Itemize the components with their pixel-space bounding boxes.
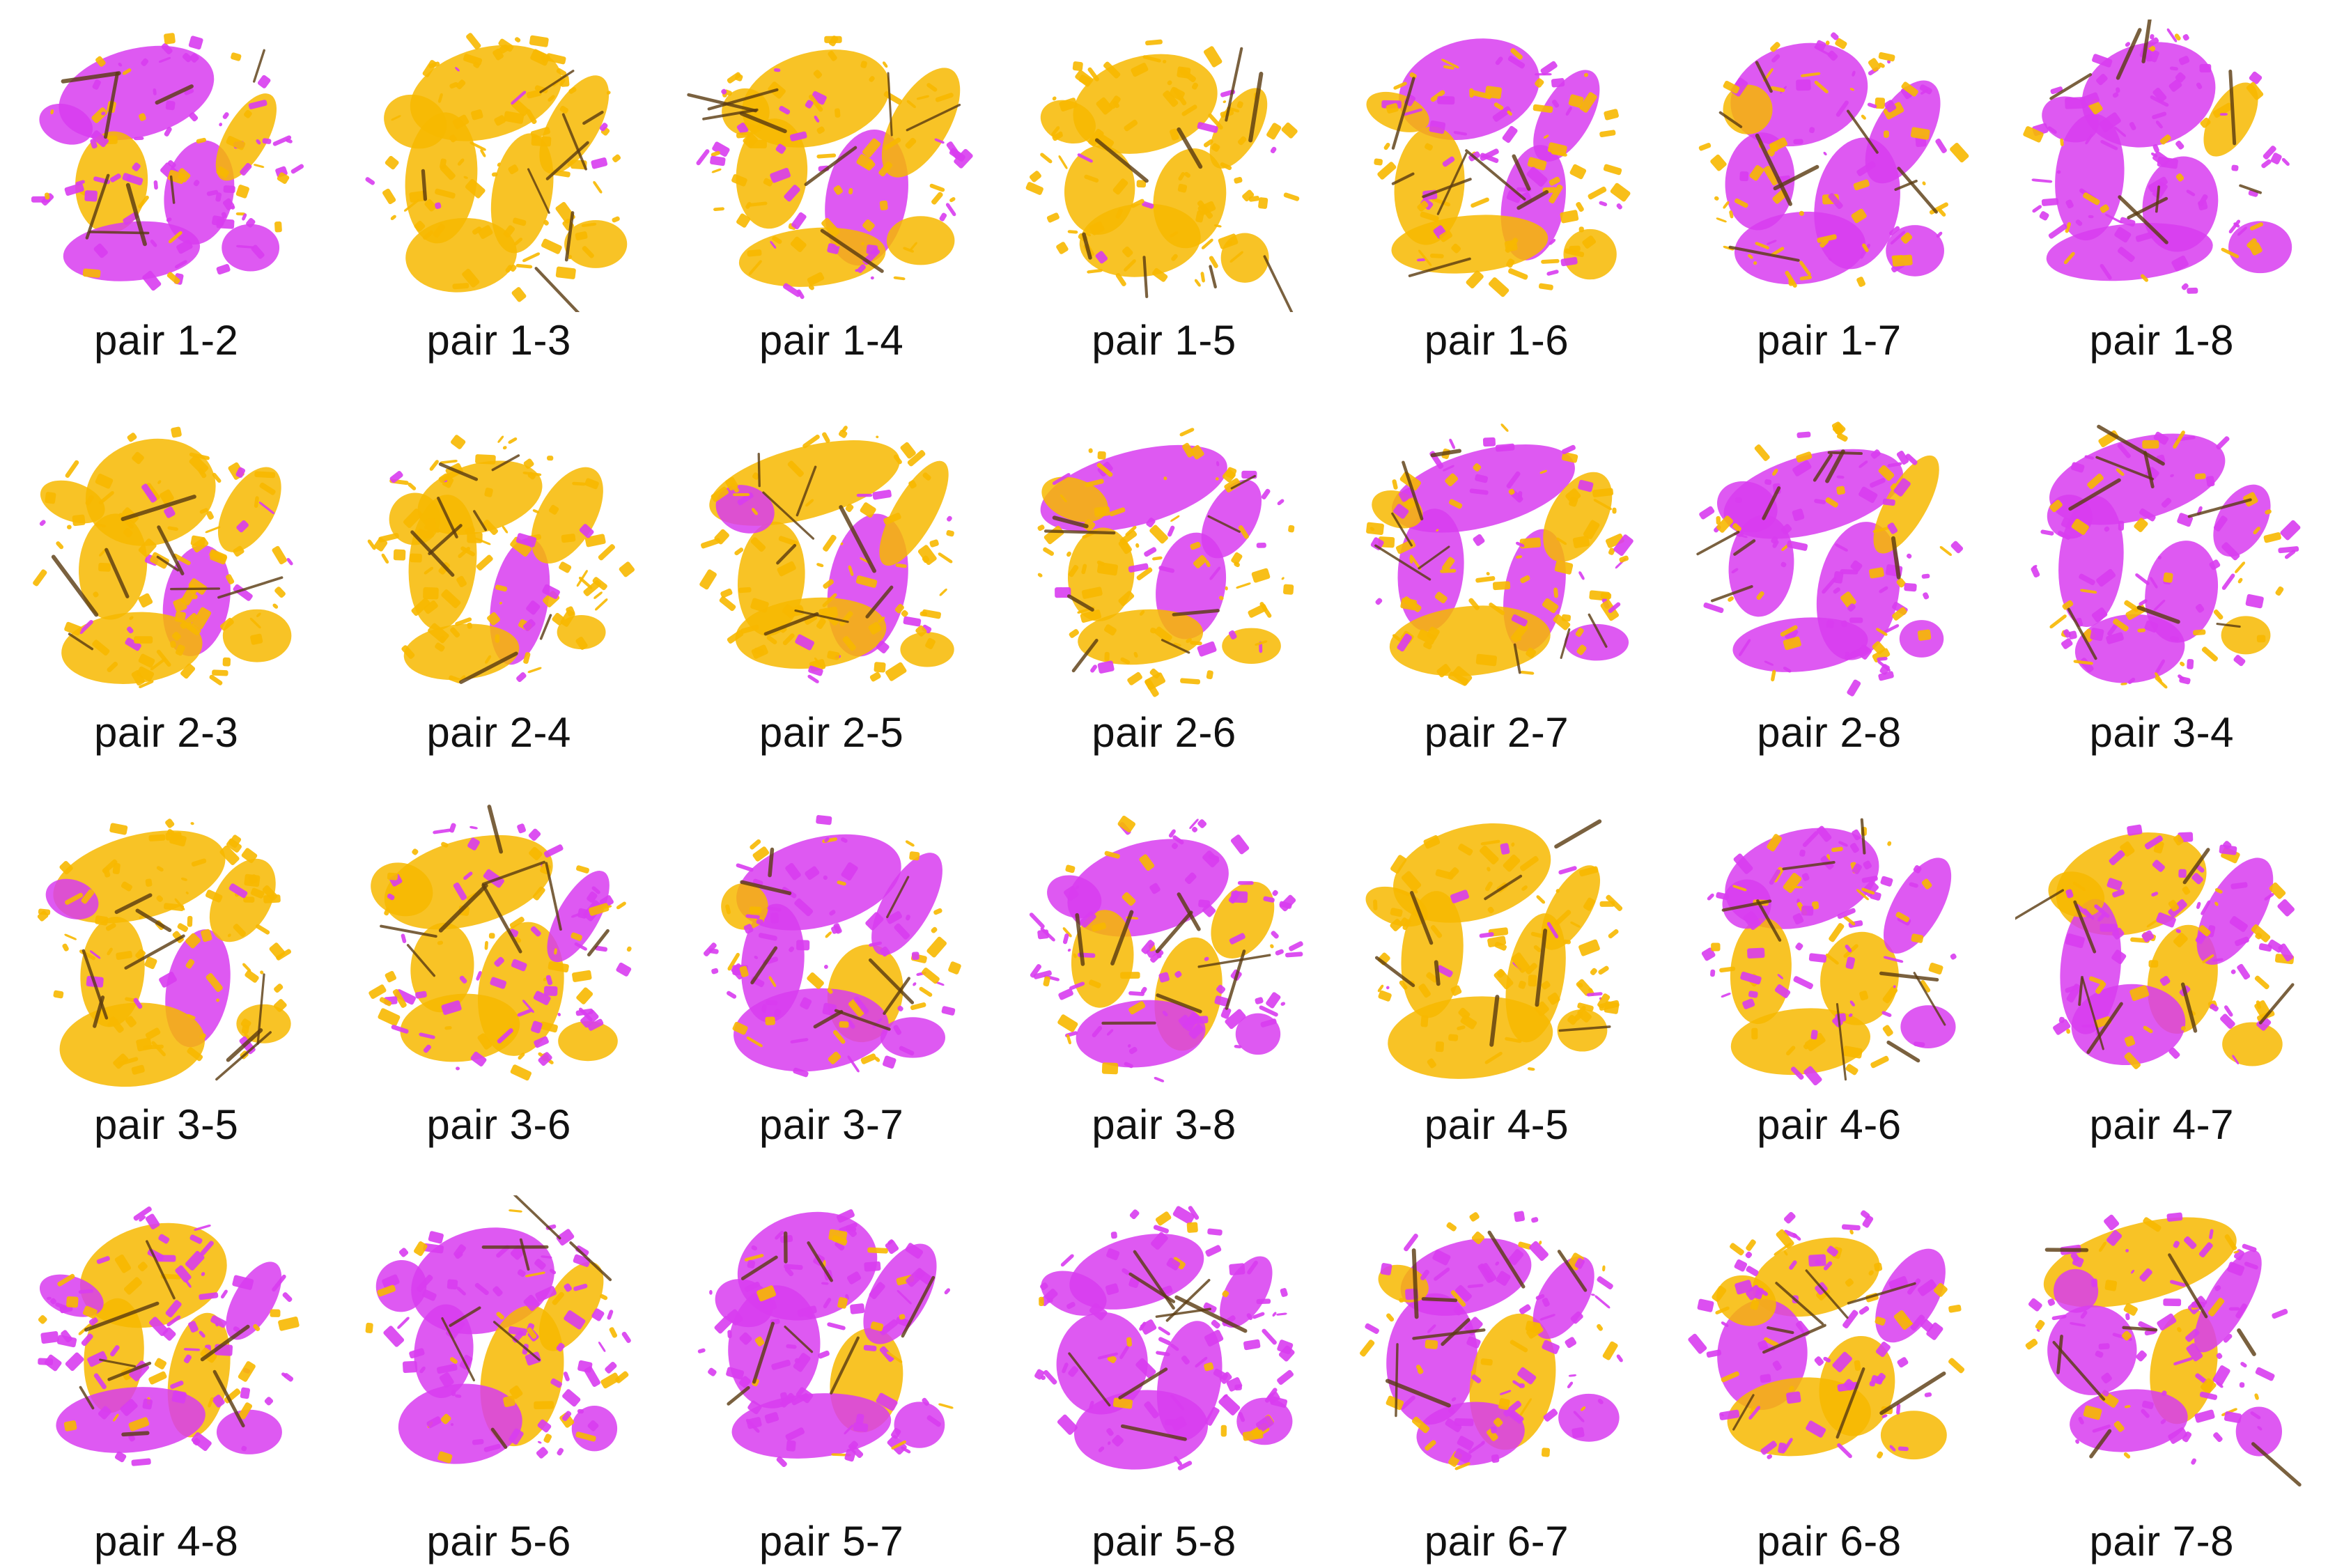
- pair-label: pair 3-8: [1092, 1101, 1236, 1148]
- point-cloud-overlay: [1366, 423, 1634, 686]
- pair-cell: pair 4-5: [1330, 784, 1663, 1177]
- point-cloud-overlay: [37, 818, 291, 1087]
- pair-cell: pair 1-4: [665, 0, 998, 392]
- point-cloud-overlay: [1037, 427, 1295, 697]
- pair-label: pair 4-5: [1424, 1101, 1569, 1148]
- pair-cell: pair 4-6: [1663, 784, 1995, 1177]
- pair-label: pair 6-7: [1424, 1518, 1569, 1565]
- point-cloud-overlay: [31, 33, 304, 291]
- pair-cell: pair 2-4: [332, 392, 665, 784]
- point-cloud-overlay: [2023, 20, 2292, 294]
- pair-cell: pair 1-6: [1330, 0, 1663, 392]
- point-cloud-overlay: [1696, 421, 1963, 697]
- pair-label: pair 4-6: [1757, 1101, 1902, 1148]
- pair-cell: pair 1-7: [1663, 0, 1995, 392]
- point-cloud-overlay: [365, 33, 628, 312]
- pair-cell: pair 1-3: [332, 0, 665, 392]
- point-cloud-overlay: [368, 804, 632, 1080]
- point-cloud-overlay: [1366, 38, 1631, 297]
- pair-label: pair 2-3: [93, 708, 239, 756]
- pair-cell: pair 3-7: [665, 784, 998, 1177]
- pair-cell: pair 1-2: [0, 0, 332, 392]
- point-cloud-overlay: [699, 425, 954, 683]
- point-cloud-overlay: [2025, 1212, 2302, 1487]
- pair-label: pair 4-7: [2089, 1101, 2234, 1148]
- point-cloud-overlay: [1688, 1210, 1964, 1460]
- pair-cell: pair 2-5: [665, 392, 998, 784]
- pair-label: pair 1-3: [426, 317, 571, 364]
- pair-label: pair 3-7: [759, 1101, 904, 1148]
- pair-cell: pair 6-7: [1330, 1176, 1663, 1568]
- pair-cell: pair 2-6: [998, 392, 1330, 784]
- pair-label: pair 1-6: [1424, 317, 1569, 364]
- pair-cell: pair 4-7: [1996, 784, 2328, 1177]
- point-cloud-overlay: [37, 1206, 300, 1466]
- pair-cell: pair 4-8: [0, 1176, 332, 1568]
- pair-cell: pair 3-6: [332, 784, 665, 1177]
- point-cloud-overlay: [1360, 1211, 1624, 1470]
- pair-cell: pair 5-6: [332, 1176, 665, 1568]
- point-cloud-overlay: [697, 1209, 954, 1468]
- point-cloud-overlay: [1034, 1206, 1295, 1471]
- pair-label: pair 7-8: [2089, 1518, 2234, 1565]
- point-cloud-overlay: [2015, 824, 2295, 1069]
- point-cloud-overlay: [1698, 32, 1969, 288]
- pair-label: pair 5-7: [759, 1518, 904, 1565]
- pair-label: pair 1-5: [1092, 317, 1236, 364]
- pair-label: pair 1-4: [759, 317, 904, 364]
- pair-cell: pair 1-8: [1996, 0, 2328, 392]
- pair-label: pair 1-7: [1757, 317, 1902, 364]
- pair-cell: pair 3-8: [998, 784, 1330, 1177]
- point-cloud-overlay: [2031, 424, 2301, 689]
- point-cloud-overlay: [1365, 818, 1623, 1079]
- pair-label: pair 2-7: [1424, 708, 1569, 756]
- pair-cell: pair 3-5: [0, 784, 332, 1177]
- pair-cell: pair 2-7: [1330, 392, 1663, 784]
- point-cloud-overlay: [686, 36, 973, 300]
- pair-label: pair 2-5: [759, 708, 904, 756]
- point-cloud-overlay: [365, 1195, 631, 1464]
- pair-cell: pair 3-4: [1996, 392, 2328, 784]
- pair-label: pair 5-8: [1092, 1518, 1236, 1565]
- pair-cell: pair 6-8: [1663, 1176, 1995, 1568]
- point-cloud-overlay: [32, 426, 293, 688]
- pair-label: pair 2-6: [1092, 708, 1236, 756]
- pair-label: pair 1-8: [2089, 317, 2234, 364]
- pair-label: pair 4-8: [93, 1518, 239, 1565]
- pair-label: pair 2-4: [426, 708, 571, 756]
- pair-cell: pair 2-3: [0, 392, 332, 784]
- pair-label: pair 1-2: [93, 317, 239, 364]
- point-cloud-overlay: [1025, 39, 1300, 312]
- pair-label: pair 3-4: [2089, 708, 2234, 756]
- pair-cell: pair 1-5: [998, 0, 1330, 392]
- pair-cell: pair 7-8: [1996, 1176, 2328, 1568]
- pair-label: pair 5-6: [426, 1518, 571, 1565]
- point-cloud-overlay: [1029, 815, 1303, 1082]
- pair-cell: pair 2-8: [1663, 392, 1995, 784]
- point-cloud-overlay: [703, 814, 961, 1077]
- pair-label: pair 3-6: [426, 1101, 571, 1148]
- pair-label: pair 2-8: [1757, 708, 1902, 756]
- point-cloud-overlay: [367, 435, 635, 684]
- pair-cell: pair 5-8: [998, 1176, 1330, 1568]
- pair-cell: pair 5-7: [665, 1176, 998, 1568]
- pair-label: pair 3-5: [93, 1101, 239, 1148]
- point-cloud-overlay: [1701, 818, 1957, 1085]
- pair-label: pair 6-8: [1757, 1518, 1902, 1565]
